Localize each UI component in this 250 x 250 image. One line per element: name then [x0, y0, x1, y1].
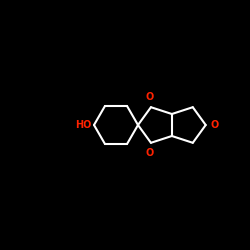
Text: HO: HO	[74, 120, 91, 130]
Text: O: O	[211, 120, 219, 130]
Text: O: O	[146, 148, 154, 158]
Text: O: O	[146, 92, 154, 102]
